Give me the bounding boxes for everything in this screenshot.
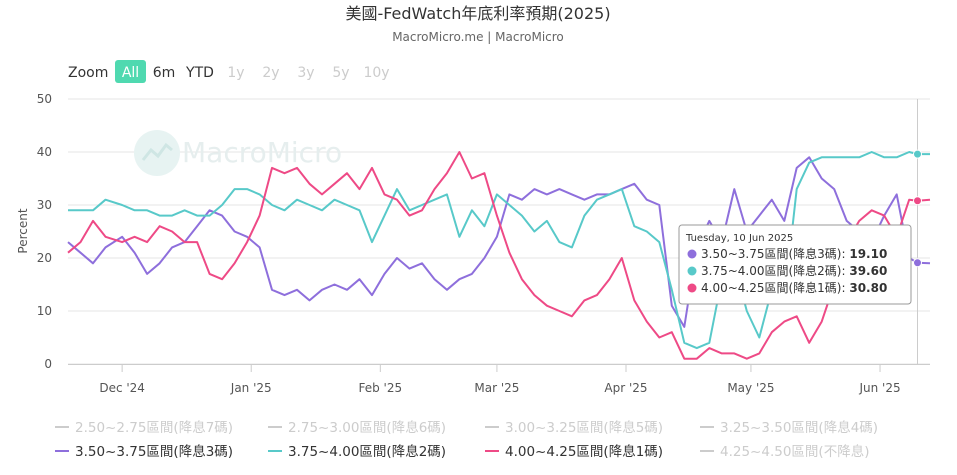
tooltip-row: 3.75~4.00區間(降息2碼): 39.60 (701, 263, 887, 278)
legend-item-1[interactable]: 2.50~2.75區間(降息7碼) (55, 419, 233, 436)
y-tick-label: 20 (37, 251, 52, 265)
hover-marker (913, 149, 923, 159)
zoom-button-10y[interactable]: 10y (363, 65, 389, 81)
zoom-button-label: 2y (262, 65, 279, 81)
series-line-1[interactable] (67, 156, 931, 328)
y-tick-label: 0 (44, 357, 52, 371)
zoom-button-ytd[interactable]: YTD (185, 65, 214, 81)
y-tick-label: 50 (37, 92, 52, 106)
legend-item-7[interactable]: 4.00~4.25區間(降息1碼) (485, 443, 663, 460)
legend-item-3[interactable]: 3.00~3.25區間(降息5碼) (485, 419, 663, 436)
y-axis-title: Percent (16, 208, 30, 253)
hover-marker (913, 258, 923, 268)
legend-item-5[interactable]: 3.50~3.75區間(降息3碼) (55, 443, 233, 460)
watermark: MacroMicro (134, 130, 342, 176)
zoom-button-3y[interactable]: 3y (297, 65, 314, 81)
tooltip-dot-icon (687, 283, 697, 293)
x-tick-label: Jun '25 (858, 381, 900, 395)
legend-item-2[interactable]: 2.75~3.00區間(降息6碼) (268, 419, 446, 436)
watermark-chart-icon (141, 142, 173, 161)
legend: 2.50~2.75區間(降息7碼) 2.75~3.00區間(降息6碼) 3.00~3… (55, 419, 878, 460)
zoom-button-label: 3y (297, 65, 314, 81)
legend-label: 3.00~3.25區間(降息5碼) (505, 419, 663, 436)
tooltip-row-value: 19.10 (849, 247, 887, 261)
tooltip-box (678, 224, 912, 305)
tooltip-dot-icon (687, 266, 697, 276)
tooltip-row-value: 39.60 (849, 264, 887, 278)
watermark-text: MacroMicro (182, 136, 342, 169)
zoom-button-label: 10y (363, 65, 389, 81)
tooltip-rows: 3.50~3.75區間(降息3碼): 19.103.75~4.00區間(降息2碼… (687, 246, 887, 295)
x-tick-label: May '25 (727, 381, 774, 395)
tooltip-row: 4.00~4.25區間(降息1碼): 30.80 (701, 280, 887, 295)
y-tick-label: 40 (37, 145, 52, 159)
zoom-button-label: 5y (332, 65, 349, 81)
watermark-logo-icon (134, 130, 180, 176)
legend-label: 3.75~4.00區間(降息2碼) (288, 443, 446, 460)
legend-label: 2.50~2.75區間(降息7碼) (75, 419, 233, 436)
hover-marker (913, 196, 923, 206)
tooltip-date: Tuesday, 10 Jun 2025 (685, 233, 793, 244)
zoom-label: Zoom (68, 65, 108, 81)
axis-layer: Percent 0 10 20 30 40 50 Dec '24 Jan '25 Feb '25… (16, 92, 930, 395)
legend-item-6[interactable]: 3.75~4.00區間(降息2碼) (268, 443, 446, 460)
zoom-button-label: All (122, 65, 139, 81)
tooltip-row: 3.50~3.75區間(降息3碼): 19.10 (701, 246, 887, 261)
legend-label: 3.50~3.75區間(降息3碼) (75, 443, 233, 460)
zoom-button-bg (115, 60, 146, 83)
zoom-button-2y[interactable]: 2y (262, 65, 279, 81)
zoom-button-label: YTD (185, 65, 214, 81)
x-tick-label: Dec '24 (99, 381, 145, 395)
legend-label: 3.25~3.50區間(降息4碼) (720, 419, 878, 436)
tooltip-row-label: 3.75~4.00區間(降息2碼): (701, 263, 849, 278)
zoom-button-label: 1y (227, 65, 244, 81)
x-tick-label: Mar '25 (474, 381, 519, 395)
tooltip-row-value: 30.80 (849, 281, 887, 295)
zoom-button-6m[interactable]: 6m (153, 65, 176, 81)
y-tick-label: 10 (37, 304, 52, 318)
legend-item-4[interactable]: 3.25~3.50區間(降息4碼) (700, 419, 878, 436)
zoom-button-all[interactable]: All (115, 60, 146, 83)
x-tick-label: Feb '25 (358, 381, 402, 395)
chart-subtitle: MacroMicro.me | MacroMicro (392, 30, 564, 44)
legend-label: 2.75~3.00區間(降息6碼) (288, 419, 446, 436)
tooltip-dot-icon (687, 249, 697, 259)
legend-item-8[interactable]: 4.25~4.50區間(不降息) (700, 443, 869, 460)
y-tick-label: 30 (37, 198, 52, 212)
tooltip: Tuesday, 10 Jun 2025 3.50~3.75區間(降息3碼): … (678, 224, 912, 305)
chart-title: 美國-FedWatch年底利率預期(2025) (345, 4, 610, 23)
series-line-3[interactable] (67, 151, 931, 360)
x-tick-label: Jan '25 (230, 381, 272, 395)
zoom-bar: Zoom All 6m YTD 1y 2y 3y 5y 10y (68, 60, 390, 83)
tooltip-row-label: 4.00~4.25區間(降息1碼): (701, 280, 849, 295)
legend-label: 4.25~4.50區間(不降息) (720, 443, 869, 460)
legend-label: 4.00~4.25區間(降息1碼) (505, 443, 663, 460)
zoom-button-label: 6m (153, 65, 176, 81)
crosshair-layer (913, 99, 923, 364)
zoom-button-1y[interactable]: 1y (227, 65, 244, 81)
zoom-button-5y[interactable]: 5y (332, 65, 349, 81)
tooltip-row-label: 3.50~3.75區間(降息3碼): (701, 246, 849, 261)
x-tick-label: Apr '25 (604, 381, 647, 395)
